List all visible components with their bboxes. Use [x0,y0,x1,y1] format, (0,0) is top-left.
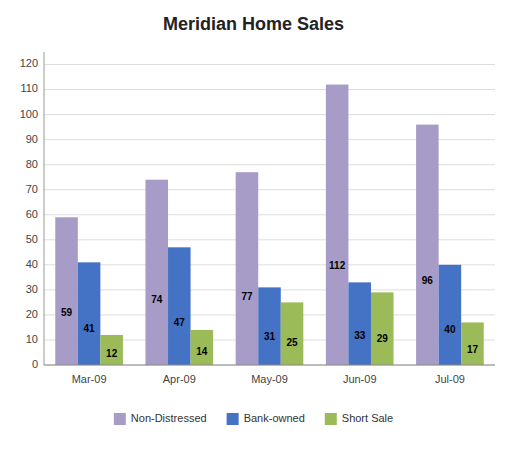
legend-item: Non-Distressed [114,412,207,425]
y-tick-label: 10 [26,333,38,345]
legend-label: Bank-owned [244,412,305,424]
bar [439,265,462,365]
y-tick-label: 120 [20,57,38,69]
grid-line [44,89,495,90]
data-label: 31 [264,331,276,342]
legend-item: Bank-owned [227,412,305,425]
x-tick-label: Jul-09 [435,373,465,385]
data-label: 40 [444,324,456,335]
data-label: 25 [286,337,298,348]
background [0,0,507,453]
y-tick-label: 30 [26,283,38,295]
x-tick-label: Apr-09 [163,373,196,385]
x-tick-label: May-09 [251,373,288,385]
bar [168,247,191,365]
y-tick-label: 70 [26,183,38,195]
bar [78,262,101,365]
y-tick-label: 40 [26,258,38,270]
legend-swatch [114,413,126,425]
data-label: 47 [174,317,186,328]
legend-item: Short Sale [325,412,393,425]
data-label: 59 [61,307,73,318]
y-tick-label: 80 [26,158,38,170]
grid-line [44,114,495,115]
legend-label: Non-Distressed [131,412,207,424]
legend-swatch [325,413,337,425]
legend: Non-Distressed Bank-owned Short Sale [114,412,393,425]
bar [461,322,484,365]
data-label: 112 [329,260,346,271]
y-tick-label: 110 [20,82,38,94]
x-tick-label: Jun-09 [343,373,377,385]
legend-swatch [227,413,239,425]
chart: Meridian Home Sales 0 10 20 30 40 50 60 70 80 90 10… [0,0,507,453]
data-label: 12 [106,348,118,359]
data-label: 33 [354,330,366,341]
bar [281,302,304,365]
bar [55,217,78,365]
y-tick-label: 90 [26,133,38,145]
bars [55,85,483,365]
grid-line [44,365,495,366]
bar [191,330,214,365]
bar [258,287,281,365]
x-tick-label: Mar-09 [72,373,107,385]
data-label: 77 [241,291,253,302]
bar [348,282,371,365]
data-label: 14 [196,346,208,357]
data-label: 17 [467,344,479,355]
y-tick-label: 100 [20,108,38,120]
y-tick-label: 60 [26,208,38,220]
y-tick-label: 50 [26,233,38,245]
bar [326,85,349,365]
x-axis-line [44,365,495,366]
bar [416,125,439,365]
y-axis-line [44,52,45,365]
legend-label: Short Sale [342,412,393,424]
bar [371,292,394,365]
bar [145,180,168,365]
data-label: 74 [151,294,163,305]
data-label: 29 [377,333,389,344]
data-label: 96 [422,275,434,286]
y-tick-label: 20 [26,308,38,320]
bar [236,172,259,365]
grid [44,65,495,365]
data-labels: 59 74 77 112 96 41 47 31 33 40 12 14 25 29 17 [61,260,478,359]
title: Meridian Home Sales [163,14,344,34]
grid-line [44,64,495,65]
data-label: 41 [84,323,96,334]
bar [100,335,123,365]
y-tick-label: 0 [32,358,38,370]
